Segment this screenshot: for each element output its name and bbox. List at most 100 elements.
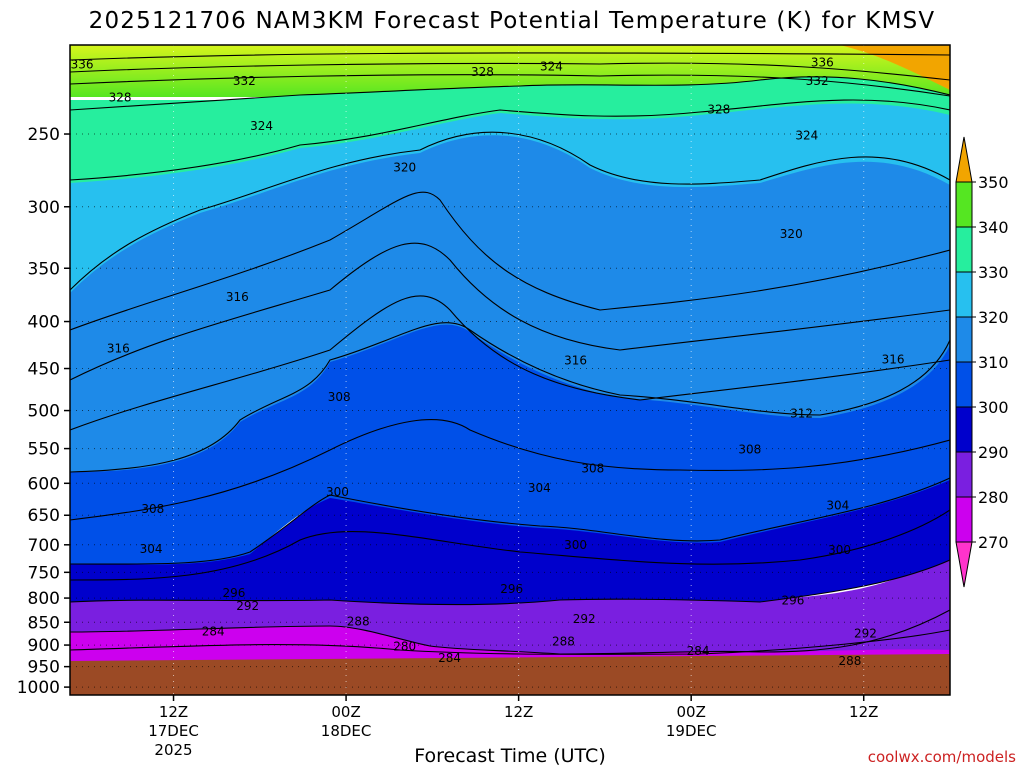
colorbar-label: 340 <box>978 218 1009 237</box>
contour-label: 296 <box>222 586 245 600</box>
contour-label: 308 <box>581 461 604 475</box>
plot-frame <box>69 44 951 696</box>
colorbar-segment <box>955 271 973 318</box>
contour-label: 308 <box>738 442 761 456</box>
colorbar-label: 330 <box>978 263 1009 282</box>
colorbar-segment <box>955 226 973 273</box>
colorbar-label: 280 <box>978 488 1009 507</box>
x-grid <box>173 45 865 695</box>
x-axis-label: Forecast Time (UTC) <box>414 745 605 767</box>
y-tick-label: 800 <box>28 589 60 609</box>
contour-label: 328 <box>109 90 132 104</box>
y-tick-label: 250 <box>28 125 60 145</box>
contour-label: 284 <box>687 644 710 658</box>
contour-label: 296 <box>782 594 805 608</box>
contour-label: 336 <box>811 56 834 70</box>
x-tick-date: 17DEC <box>148 722 199 740</box>
y-tick-label: 600 <box>28 474 60 494</box>
contour-label: 320 <box>393 161 416 175</box>
colorbar-segment <box>955 451 973 498</box>
contour-label: 292 <box>854 626 877 640</box>
contour-label: 320 <box>780 227 803 241</box>
contour-label: 280 <box>393 639 416 653</box>
band-yellow <box>840 45 950 90</box>
contour-label: 332 <box>233 74 256 88</box>
y-tick-label: 300 <box>28 198 60 218</box>
x-tick-label: 00Z <box>331 703 360 721</box>
contour-label: 284 <box>438 651 461 665</box>
x-tick-year: 2025 <box>154 741 192 759</box>
contour-label: 292 <box>236 599 259 613</box>
band-green <box>70 76 950 183</box>
colorbar-label: 290 <box>978 443 1009 462</box>
band-purple <box>70 548 950 654</box>
colorbar-segment <box>955 361 973 408</box>
colorbar-segment <box>955 316 973 363</box>
contour-label: 284 <box>202 625 225 639</box>
band-darkblue <box>70 478 950 605</box>
y-tick-label: 550 <box>28 440 60 460</box>
contour-labels: 336 328 332 328 324 324 336 332 328 324 320 320 316 3… <box>71 56 905 669</box>
y-tick-label: 500 <box>28 402 60 422</box>
contour-label: 304 <box>528 481 551 495</box>
colorbar-label: 300 <box>978 398 1009 417</box>
contour-label: 288 <box>552 635 575 649</box>
contour-label: 288 <box>838 654 861 668</box>
y-tick-label: 450 <box>28 360 60 380</box>
contour-label: 292 <box>573 612 596 626</box>
contour-label: 296 <box>500 582 523 596</box>
contour-label: 308 <box>328 390 351 404</box>
x-tick-label: 00Z <box>676 703 705 721</box>
y-tick-label: 900 <box>28 636 60 656</box>
contour-label: 316 <box>882 353 905 367</box>
band-topfix <box>70 76 950 110</box>
credit-text: coolwx.com/models <box>868 748 1016 766</box>
colorbar-label: 270 <box>978 533 1009 552</box>
contour-label: 328 <box>707 102 730 116</box>
colorbar-segment <box>955 496 973 543</box>
contour-label: 316 <box>107 342 130 356</box>
colorbar: 270 280 290 300 310 320 330 340 350 <box>955 136 1009 588</box>
contour-label: 308 <box>141 502 164 516</box>
contour-label: 304 <box>140 542 163 556</box>
contour-label: 324 <box>250 119 273 133</box>
y-tick-label: 400 <box>28 313 60 333</box>
contour-label: 300 <box>828 543 851 557</box>
colorbar-max-arrow <box>955 136 973 183</box>
y-axis: 250 300 350 400 450 500 550 600 650 700 750 800 850 9… <box>17 125 70 698</box>
x-tick-date: 18DEC <box>321 722 372 740</box>
x-tick-date: 19DEC <box>666 722 717 740</box>
y-tick-label: 750 <box>28 563 60 583</box>
contour-label: 336 <box>71 57 94 71</box>
y-tick-label: 350 <box>28 259 60 279</box>
band-lightblue <box>70 132 950 473</box>
contour-label: 316 <box>226 290 249 304</box>
colorbar-segment <box>955 181 973 228</box>
contour-label: 300 <box>326 485 349 499</box>
y-tick-label: 950 <box>28 658 60 678</box>
contour-lines <box>70 52 950 655</box>
terrain <box>70 654 950 695</box>
contour-label: 324 <box>795 129 818 143</box>
contour-label: 312 <box>790 407 813 421</box>
contour-label: 300 <box>564 538 587 552</box>
contour-label: 288 <box>347 614 370 628</box>
y-tick-label: 1000 <box>17 678 60 698</box>
colorbar-min-arrow <box>955 541 973 588</box>
contour-label: 316 <box>564 353 587 367</box>
plot-area: 336 328 332 328 324 324 336 332 328 324 320 320 316 3… <box>70 45 950 695</box>
colorbar-label: 310 <box>978 353 1009 372</box>
contour-label: 332 <box>806 74 829 88</box>
colorbar-label: 350 <box>978 173 1009 192</box>
colorbar-segment <box>955 406 973 453</box>
band-medblue <box>70 322 950 565</box>
contour-label: 324 <box>540 59 563 73</box>
contour-label: 304 <box>826 498 849 512</box>
contour-label: 328 <box>471 65 494 79</box>
x-tick-label: 12Z <box>504 703 533 721</box>
y-tick-label: 700 <box>28 536 60 556</box>
x-tick-label: 12Z <box>849 703 878 721</box>
x-tick-label: 12Z <box>159 703 188 721</box>
